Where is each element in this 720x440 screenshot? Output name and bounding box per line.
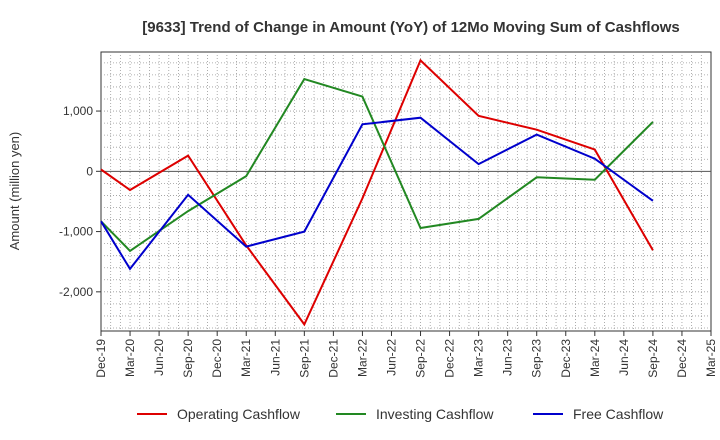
- y-axis-label: Amount (million yen): [7, 132, 22, 251]
- x-tick-label: Sep-23: [530, 339, 544, 378]
- x-tick-label: Mar-24: [588, 339, 602, 377]
- x-tick-label: Dec-19: [94, 339, 108, 378]
- plot-frame: [100, 51, 712, 332]
- legend: Operating Cashflow Investing Cashflow Free…: [137, 406, 664, 422]
- x-tick-label: Sep-20: [181, 339, 195, 378]
- x-tick-label: Mar-22: [355, 339, 369, 377]
- x-tick-label: Dec-21: [326, 339, 340, 378]
- y-tick-label: -1,000: [59, 225, 93, 239]
- x-tick-label: Sep-22: [414, 339, 428, 378]
- x-tick-label: Jun-24: [617, 339, 631, 376]
- x-tick-label: Dec-22: [443, 339, 457, 378]
- x-tick-label: Mar-23: [472, 339, 486, 377]
- x-tick-label: Dec-23: [559, 339, 573, 378]
- x-tick-label: Sep-21: [297, 339, 311, 378]
- y-axis-ticks: 1,000 0 -1,000 -2,000: [59, 104, 101, 299]
- x-tick-label: Jun-20: [152, 339, 166, 376]
- y-tick-label: -2,000: [59, 285, 93, 299]
- x-axis-ticks: Dec-19 Mar-20 Jun-20 Sep-20 Dec-20 Mar-21 Jun-…: [94, 331, 718, 378]
- x-tick-label: Jun-22: [384, 339, 398, 376]
- investing-cashflow-legend-label: Investing Cashflow: [376, 406, 494, 422]
- free-cashflow-legend-label: Free Cashflow: [573, 406, 664, 422]
- x-tick-label: Mar-25: [704, 339, 718, 377]
- free-cashflow-line: [100, 116, 654, 271]
- operating-cashflow-line: [100, 58, 654, 327]
- series-lines: [100, 58, 654, 327]
- y-tick-label: 0: [86, 164, 93, 178]
- operating-cashflow-legend-label: Operating Cashflow: [177, 406, 301, 422]
- x-tick-label: Sep-24: [646, 339, 660, 378]
- grid: [100, 51, 712, 332]
- y-tick-label: 1,000: [63, 104, 93, 118]
- x-tick-label: Dec-24: [675, 339, 689, 378]
- investing-cashflow-line: [100, 77, 654, 253]
- x-tick-label: Mar-20: [123, 339, 137, 377]
- x-tick-label: Mar-21: [239, 339, 253, 377]
- x-tick-label: Jun-23: [501, 339, 515, 376]
- x-tick-label: Dec-20: [210, 339, 224, 378]
- chart-title: [9633] Trend of Change in Amount (YoY) o…: [142, 19, 680, 36]
- x-tick-label: Jun-21: [268, 339, 282, 376]
